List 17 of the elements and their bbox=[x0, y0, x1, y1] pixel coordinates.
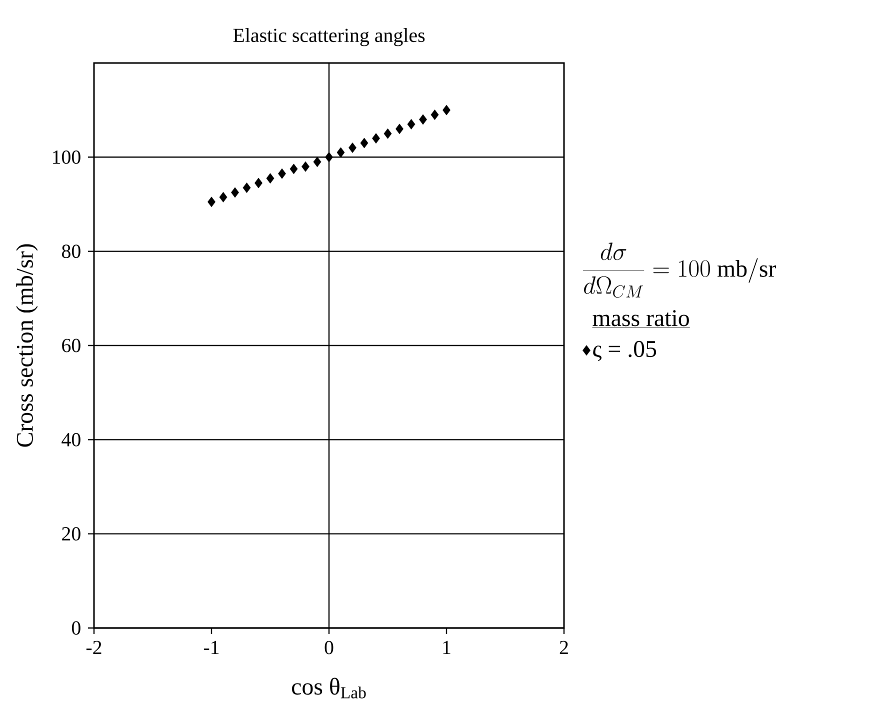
x-tick-label: 2 bbox=[560, 640, 568, 654]
legend-title: mass ratio bbox=[592, 310, 689, 326]
y-tick-label: 0 bbox=[72, 621, 80, 635]
y-tick-label: 40 bbox=[62, 432, 80, 446]
y-axis-title: Cross section (mb/sr) bbox=[16, 244, 38, 447]
y-tick-label: 80 bbox=[62, 244, 80, 258]
y-tick-label: 100 bbox=[53, 150, 80, 164]
y-tick-label: 60 bbox=[62, 338, 80, 352]
y-tick-label: 20 bbox=[62, 527, 80, 541]
x-tick-label: -1 bbox=[204, 640, 219, 654]
legend-label: ς = .05 bbox=[593, 340, 656, 362]
text: $\frac{d\sigma}{d\Omega_{CM}} = 100\ \mathrm{mb/sr}$ bbox=[583, 242, 776, 298]
x-tick-label: -2 bbox=[86, 640, 102, 654]
x-axis-title: cos θ$_{Lab}$ bbox=[292, 678, 366, 698]
x-tick-label: 0 bbox=[324, 640, 334, 654]
chart-title: Elastic scattering angles bbox=[233, 28, 425, 46]
x-tick-label: 1 bbox=[443, 640, 450, 654]
